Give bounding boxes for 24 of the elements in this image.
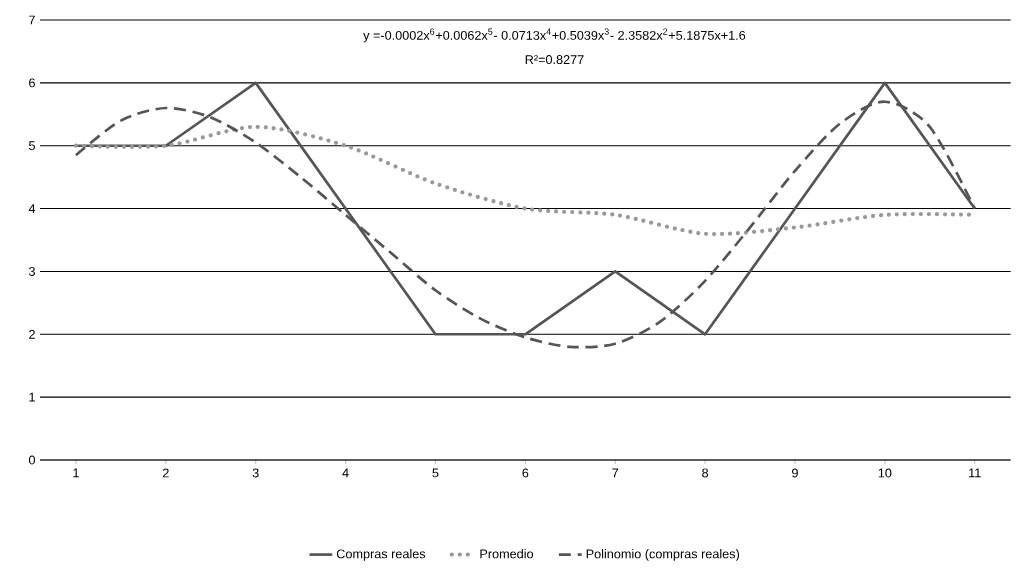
x-tick-label: 9	[792, 468, 798, 478]
legend-label: Promedio	[480, 549, 534, 559]
x-tick-label: 6	[522, 468, 529, 478]
x-tick-label: 5	[432, 468, 439, 478]
y-tick-label: 7	[29, 15, 35, 25]
x-tick-label: 10	[878, 468, 892, 478]
legend-label: Compras reales	[336, 549, 426, 561]
y-tick-label: 2	[29, 329, 35, 339]
y-tick-label: 4	[28, 204, 36, 213]
text: y =-0.0002x$^{6}$+0.0062x$^{5}$- 0.0713x$^{4}$+0.5039x$^{3}$- 2.3582x$^{2}$+5.1875x+1.6	[363, 28, 746, 43]
y-tick-label: 1	[29, 392, 35, 402]
annotation: R²=0.8277	[525, 55, 584, 65]
x-tick-label: 1	[73, 468, 79, 478]
y-tick-label: 3	[28, 266, 35, 276]
x-tick-label: 7	[612, 468, 619, 478]
y-tick-label: 0	[28, 455, 36, 465]
x-tick-label: 11	[969, 468, 981, 478]
x-tick-label: 3	[252, 468, 259, 478]
x-tick-label: 2	[162, 468, 169, 478]
x-tick-label: 8	[702, 468, 709, 478]
legend-label: Polinomio (compras reales)	[586, 549, 740, 561]
x-tick-label: 4	[342, 468, 349, 478]
y-tick-label: 6	[29, 78, 35, 88]
y-tick-label: 5	[28, 141, 35, 151]
